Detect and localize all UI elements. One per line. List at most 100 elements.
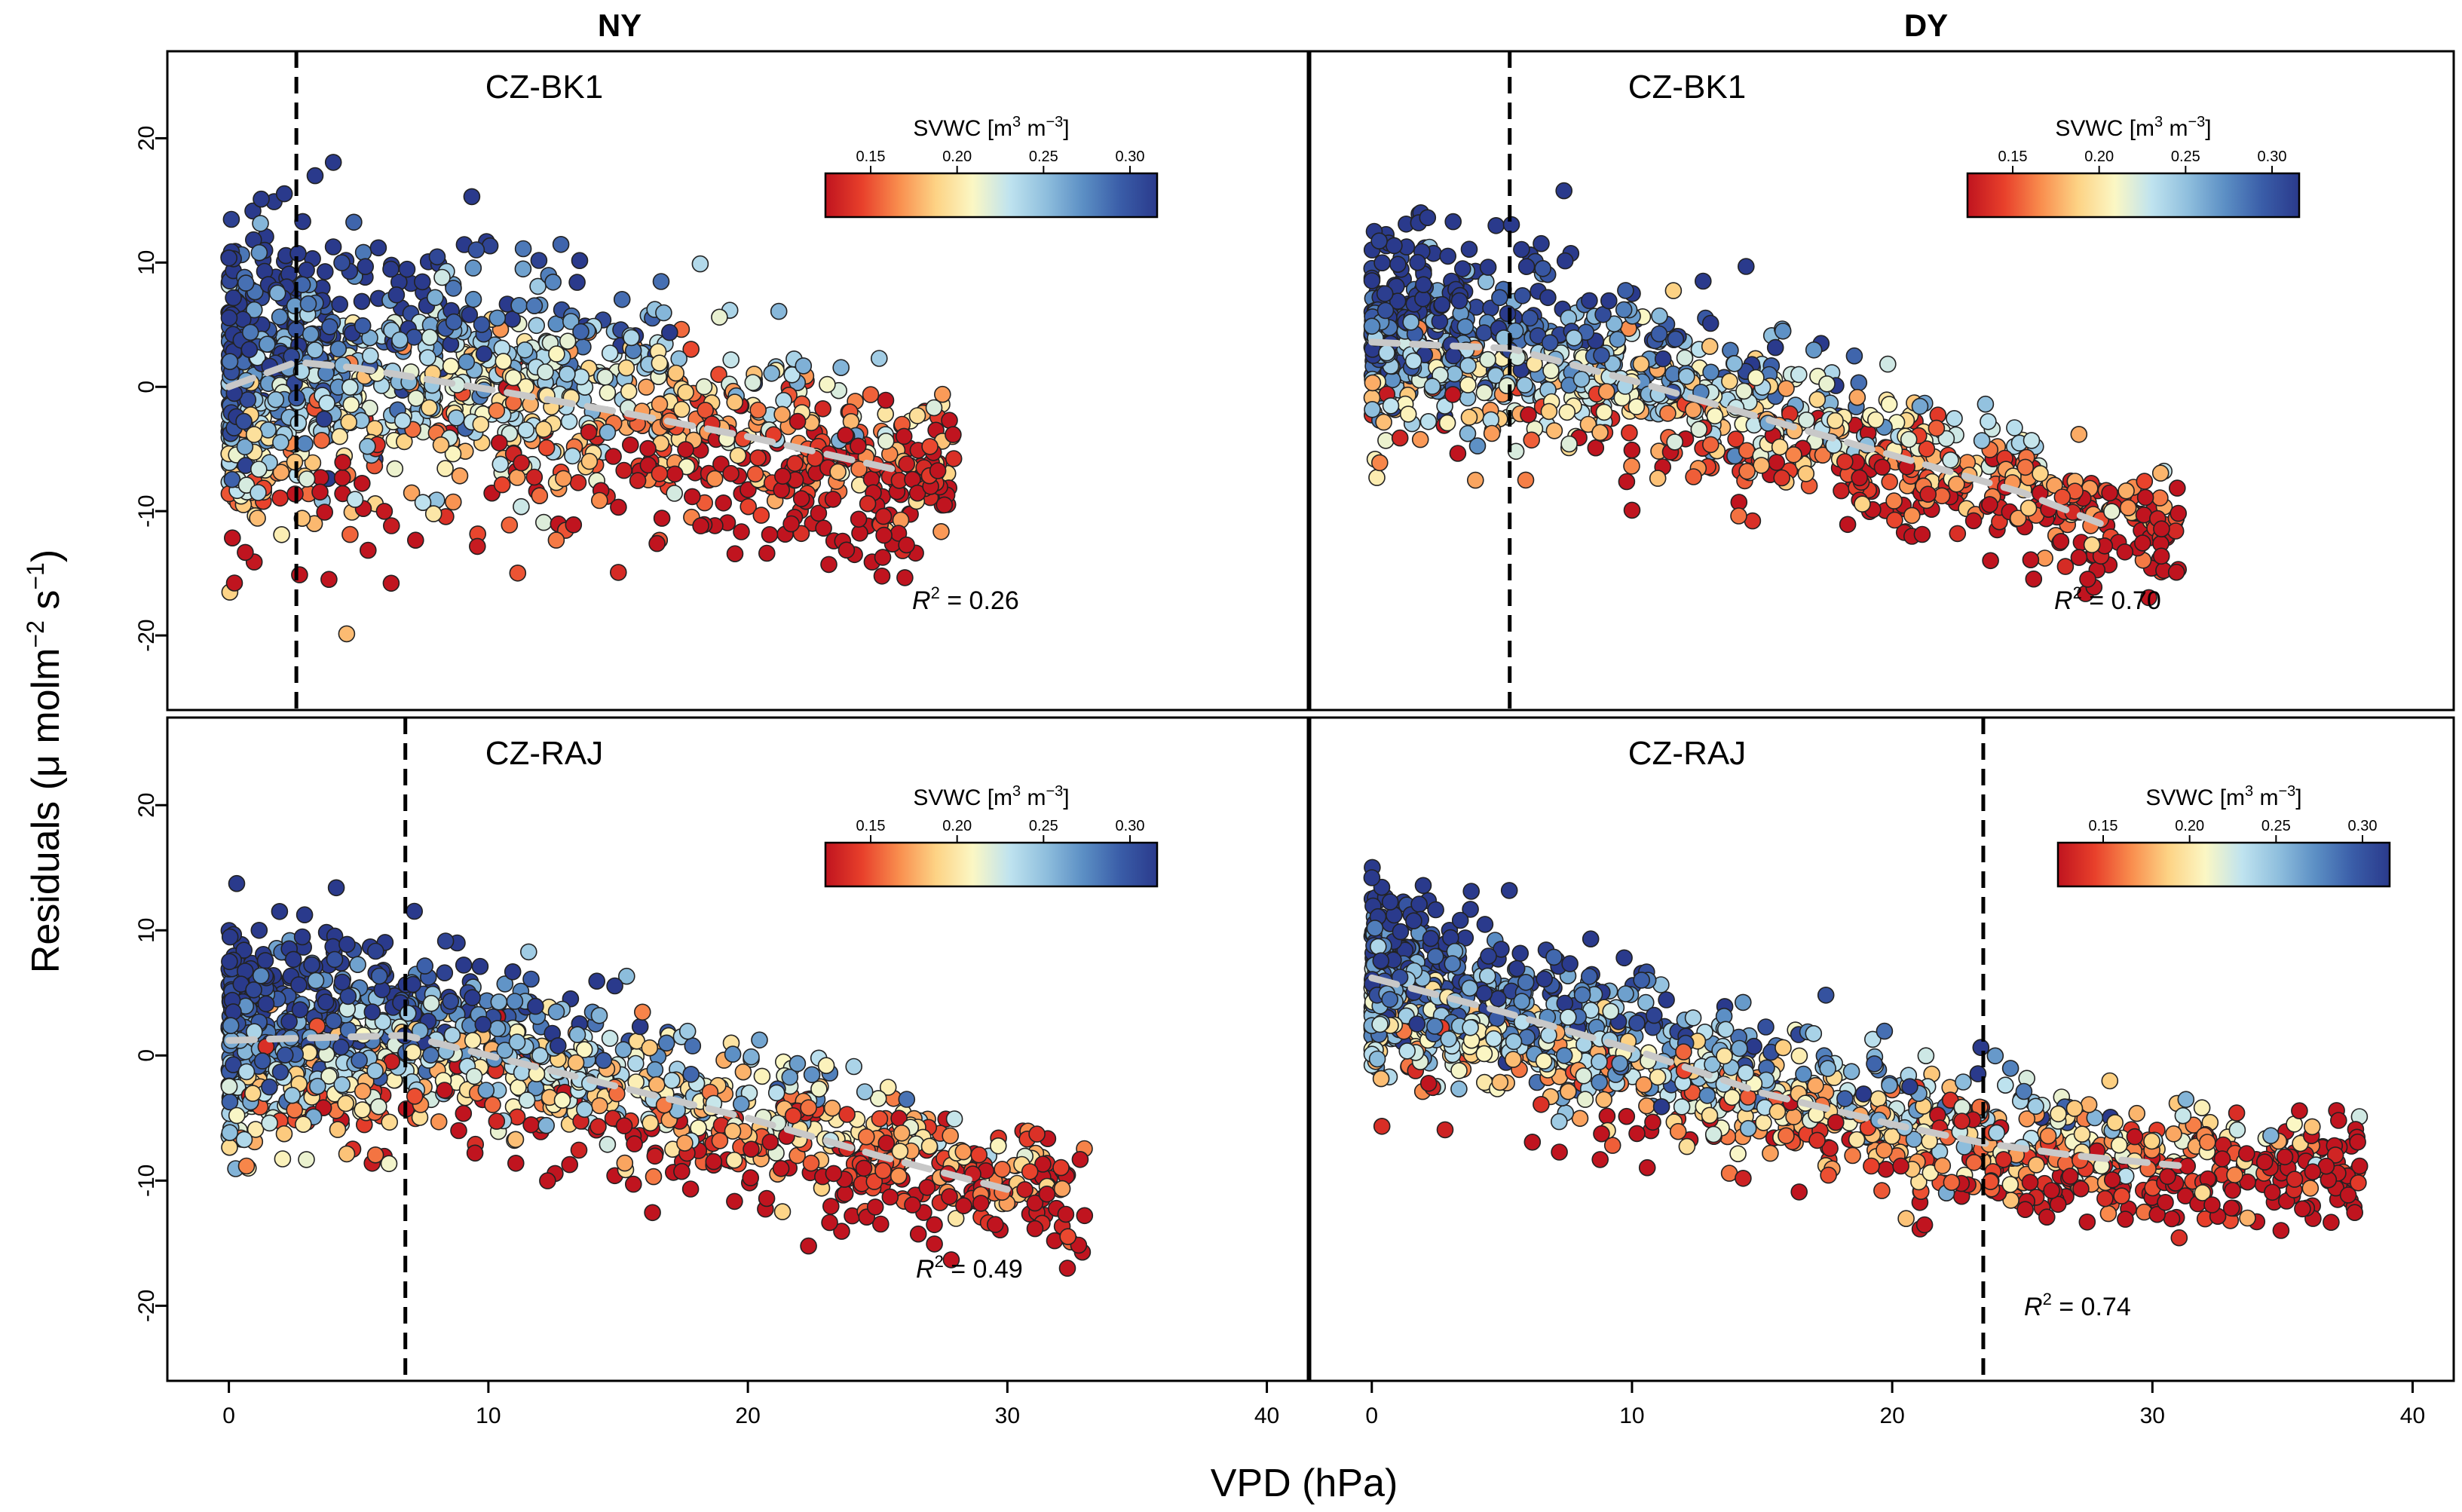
scatter-point [1821,1140,1839,1157]
scatter-point [623,329,640,347]
scatter-point [467,241,485,259]
scatter-point [296,906,314,923]
scatter-point [236,438,254,456]
scatter-point [859,494,877,513]
scatter-point [947,1210,965,1227]
scatter-point [891,1143,909,1160]
scatter-point [2021,1174,2039,1191]
scatter-point [488,309,507,327]
scatter-point [1851,469,1868,487]
scatter-point [1869,1090,1887,1108]
scatter-point [596,369,614,386]
scatter-point [615,461,633,479]
scatter-point [1436,1121,1454,1139]
scatter-point [1560,435,1578,453]
scatter-points [220,154,963,643]
scatter-point [1450,292,1468,310]
scatter-point [620,382,638,400]
scatter-point [2152,547,2170,565]
scatter-point [875,526,893,544]
scatter-point [329,340,348,358]
scatter-point [1565,329,1583,347]
scatter-point [531,487,549,505]
scatter-point [1854,495,1871,513]
scatter-points [1363,859,2369,1247]
scatter-point [1730,507,1747,525]
scatter-point [436,964,454,981]
scatter-point [339,987,357,1005]
scatter-point [1774,322,1792,340]
scatter-point [1839,516,1857,534]
scatter-point [925,399,943,417]
scatter-point [1873,1182,1891,1199]
scatter-point [2167,563,2185,581]
scatter-point [430,1113,448,1131]
scatter-point [838,1106,856,1123]
scatter-point [705,1152,723,1171]
scatter-point [858,1128,875,1146]
scatter-point [433,268,451,286]
scatter-point [2101,1072,2119,1090]
colorbar: SVWC [m3 m−3]0.15 0.20 0.25 0.30 [824,783,1159,888]
scatter-point [2346,1204,2363,1221]
scatter-point [1778,380,1795,397]
scatter-point [2065,1100,2084,1117]
scatter-point [450,1122,467,1140]
scatter-point [751,1031,768,1049]
scatter-point [1399,406,1417,423]
scatter-point [1795,1065,1812,1083]
scatter-point [898,536,915,554]
scatter-point [772,1160,790,1177]
scatter-point [1556,252,1574,270]
scatter-point [758,544,776,562]
scatter-point [447,409,465,427]
scatter-point [758,1189,776,1207]
scatter-point [1479,350,1496,369]
y-tick-label: 0 [134,381,159,393]
scatter-point [244,202,262,220]
scatter-point [332,1038,350,1056]
scatter-point [2078,1214,2096,1231]
scatter-point [235,941,253,959]
scatter-point [1059,1228,1076,1245]
colorbar-tick-label: 0.20 [942,818,972,834]
scatter-point [518,1091,536,1109]
scatter-point [1735,993,1752,1012]
scatter-point [1836,453,1854,470]
scatter-point [253,1052,271,1070]
scatter-point [1666,433,1683,451]
scatter-point [1797,465,1815,482]
colorbar-tick-label: 0.30 [1116,148,1145,165]
scatter-point [800,1099,817,1116]
scatter-point [2153,520,2170,538]
scatter-point [534,421,553,438]
scatter-point [382,517,400,534]
scatter-point [366,942,384,960]
scatter-point [1517,471,1535,489]
scatter-point [525,468,544,486]
scatter-point [1977,395,1995,413]
scatter-point [363,1003,381,1021]
scatter-point [2116,543,2134,561]
panel-title: CZ-BK1 [485,69,603,106]
scatter-point [1982,552,1999,570]
scatter-point [257,995,275,1013]
scatter-point [941,1188,958,1205]
scatter-point [715,494,733,512]
scatter-point [1864,1030,1882,1048]
scatter-point [932,522,950,540]
scatter-point [2163,1210,2181,1228]
scatter-point [789,412,807,430]
scatter-point [1877,1161,1895,1178]
scatter-point [1034,1155,1052,1173]
scatter-point [1555,182,1572,200]
scatter-point [1628,398,1646,415]
scatter-point [562,313,580,330]
scatter-point [2083,536,2101,554]
scatter-point [599,384,617,402]
scatter-point [1766,338,1784,357]
scatter-point [617,359,635,377]
scatter-point [629,472,647,489]
scatter-point [1814,446,1832,464]
scatter-point [1726,355,1744,372]
